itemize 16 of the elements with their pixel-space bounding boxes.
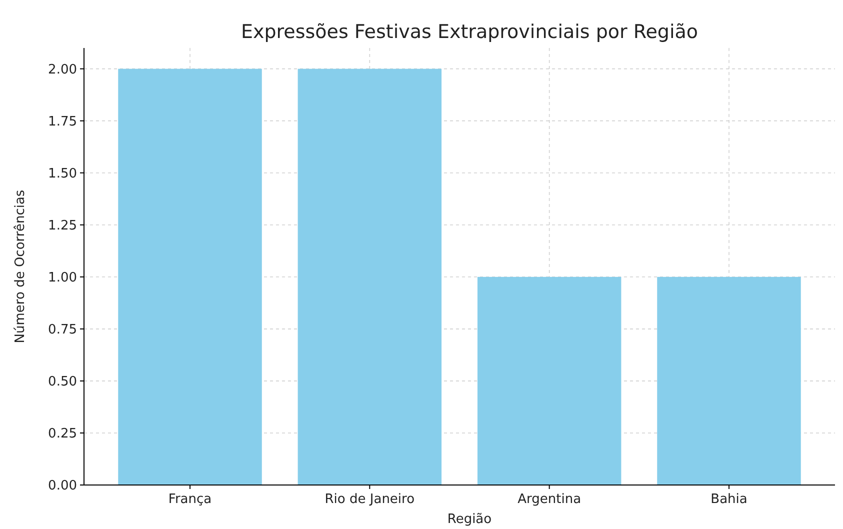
x-tick-label: França — [168, 492, 212, 507]
y-axis-title: Número de Ocorrências — [13, 190, 28, 344]
y-tick-label: 1.00 — [48, 270, 77, 286]
y-tick-label: 0.25 — [48, 426, 77, 442]
y-tick-label: 2.00 — [48, 62, 77, 78]
y-tick-label: 1.25 — [48, 218, 77, 234]
x-axis-title: Região — [447, 512, 492, 527]
y-tick-label: 0.75 — [48, 322, 77, 338]
y-tick-label: 1.50 — [48, 166, 77, 182]
x-tick-label: Rio de Janeiro — [324, 492, 415, 507]
y-tick-label: 1.75 — [48, 114, 77, 130]
x-tick-label: Argentina — [518, 492, 582, 507]
y-tick-label: 0.00 — [48, 478, 77, 494]
chart-title: Expressões Festivas Extraprovinciais por Região — [240, 21, 698, 43]
x-tick-label: Bahia — [710, 492, 748, 507]
y-tick-label: 0.50 — [48, 374, 77, 390]
